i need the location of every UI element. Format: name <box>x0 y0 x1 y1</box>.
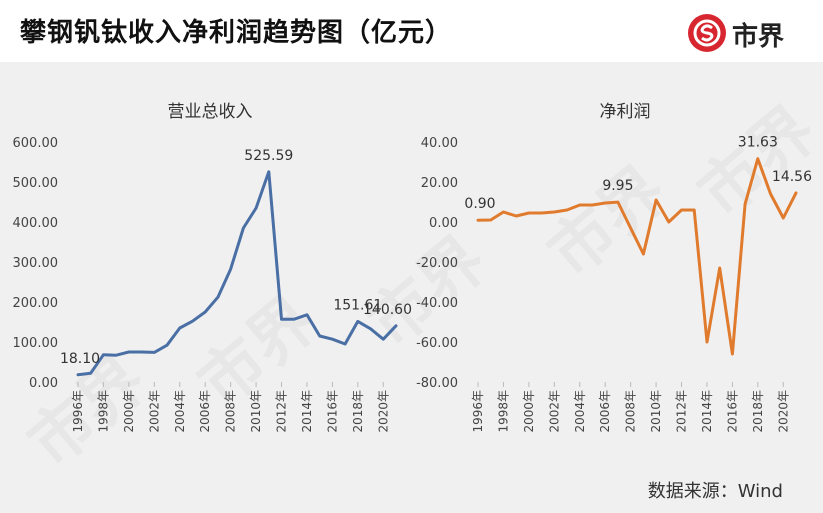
logo-text: 市界 <box>732 22 785 52</box>
logo-s-icon <box>688 14 726 52</box>
profit-data-label: 31.63 <box>738 135 778 151</box>
header: 攀钢钒钛收入净利润趋势图（亿元） 市界 <box>0 0 823 62</box>
revenue-y-tick-label: 100.00 <box>13 336 59 351</box>
revenue-x-tick-label: 2004年 <box>173 390 187 433</box>
revenue-data-label: 525.59 <box>244 148 293 164</box>
revenue-x-tick-label: 2002年 <box>147 390 161 433</box>
revenue-x-tick-label: 2020年 <box>376 390 390 433</box>
profit-y-tick-label: -60.00 <box>416 336 458 351</box>
profit-x-tick-label: 1998年 <box>496 390 510 433</box>
page-title: 攀钢钒钛收入净利润趋势图（亿元） <box>20 18 453 48</box>
revenue-x-tick-label: 1996年 <box>71 390 85 433</box>
revenue-x-tick-label: 2014年 <box>300 390 314 433</box>
brand-logo: 市界 <box>688 14 798 54</box>
profit-y-tick-label: 40.00 <box>421 136 458 151</box>
profit-x-tick-label: 2014年 <box>700 390 714 433</box>
profit-x-tick-label: 2020年 <box>776 390 790 433</box>
profit-data-label: 14.56 <box>772 169 812 185</box>
profit-y-tick-label: 0.00 <box>429 216 458 231</box>
revenue-y-tick-label: 500.00 <box>13 176 59 191</box>
profit-x-tick-label: 2002年 <box>547 390 561 433</box>
revenue-data-label: 151.61 <box>333 297 382 313</box>
profit-x-tick-label: 2008年 <box>624 390 638 433</box>
revenue-x-tick-label: 2010年 <box>249 390 263 433</box>
revenue-series-line <box>76 170 398 377</box>
profit-x-tick-label: 2000年 <box>522 390 536 433</box>
profit-x-tick-label: 1996年 <box>471 390 485 433</box>
profit-y-tick-label: -20.00 <box>416 256 458 271</box>
revenue-x-tick-label: 2012年 <box>275 390 289 433</box>
revenue-data-label: 140.60 <box>363 302 412 318</box>
profit-x-tick-label: 2004年 <box>573 390 587 433</box>
revenue-y-tick-label: 200.00 <box>13 296 59 311</box>
revenue-data-label: 18.10 <box>60 351 100 367</box>
profit-series-line <box>476 157 798 356</box>
profit-y-tick-label: -40.00 <box>416 296 458 311</box>
revenue-y-tick-label: 0.00 <box>29 376 58 391</box>
revenue-x-tick-label: 2018年 <box>351 390 365 433</box>
profit-x-tick-label: 2012年 <box>675 390 689 433</box>
profit-data-label: 0.90 <box>464 196 495 212</box>
profit-data-label: 9.95 <box>602 178 633 194</box>
chart-panel: 市界 市界 市界 市界 市界 营业总收入0.00100.00200.00300.… <box>0 62 823 513</box>
revenue-chart-title: 营业总收入 <box>168 102 253 122</box>
revenue-x-tick-label: 2016年 <box>325 390 339 433</box>
profit-y-tick-label: -80.00 <box>416 376 458 391</box>
profit-x-tick-label: 2018年 <box>751 390 765 433</box>
revenue-x-tick-label: 2008年 <box>224 390 238 433</box>
revenue-y-tick-label: 400.00 <box>13 216 59 231</box>
profit-y-tick-label: 20.00 <box>421 176 458 191</box>
revenue-y-tick-label: 300.00 <box>13 256 59 271</box>
profit-chart-title: 净利润 <box>600 102 651 122</box>
revenue-x-tick-label: 1998年 <box>96 390 110 433</box>
profit-x-tick-label: 2006年 <box>598 390 612 433</box>
revenue-x-tick-label: 2000年 <box>122 390 136 433</box>
profit-x-tick-label: 2010年 <box>649 390 663 433</box>
revenue-y-tick-label: 600.00 <box>13 136 59 151</box>
revenue-x-tick-label: 2006年 <box>198 390 212 433</box>
charts-svg: 营业总收入 0.00 100.00 200.00 300.00 400.00 500.00 6… <box>13 102 813 433</box>
profit-x-tick-label: 2016年 <box>725 390 739 433</box>
source-note: 数据来源：Wind <box>647 481 783 502</box>
